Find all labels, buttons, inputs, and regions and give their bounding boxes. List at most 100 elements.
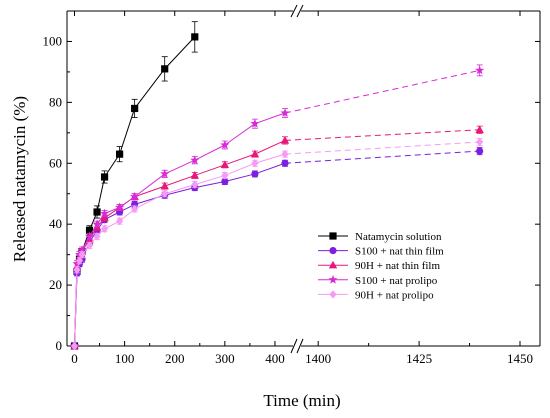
legend-label: 90H + nat prolipo bbox=[355, 289, 434, 301]
legend: Natamycin solution S100 + nat thin film 90… bbox=[318, 231, 444, 301]
axis-break-mark-top bbox=[290, 4, 298, 18]
series-line-segment bbox=[134, 194, 165, 205]
series-line-segment bbox=[119, 208, 135, 222]
data-point bbox=[221, 171, 229, 180]
y-tick-label: 60 bbox=[49, 155, 62, 170]
series-4 bbox=[70, 137, 484, 351]
data-point bbox=[75, 256, 84, 265]
y-tick-label: 80 bbox=[49, 94, 62, 109]
x-tick-label: 0 bbox=[71, 351, 78, 366]
x-tick-label: 1425 bbox=[406, 351, 432, 366]
data-point bbox=[73, 265, 81, 275]
series-line-segment bbox=[164, 184, 195, 195]
data-point bbox=[161, 65, 169, 73]
axis-break-gap-top bbox=[293, 6, 301, 16]
data-point bbox=[250, 118, 260, 128]
axis-break-mark-top bbox=[296, 4, 304, 18]
legend-marker bbox=[329, 232, 337, 240]
series-line-segment bbox=[164, 174, 195, 187]
x-tick-label: 1450 bbox=[507, 351, 533, 366]
legend-marker bbox=[329, 247, 337, 255]
data-point bbox=[92, 219, 102, 229]
data-point bbox=[116, 216, 124, 226]
series-line-segment bbox=[224, 153, 256, 166]
series-3 bbox=[69, 64, 485, 350]
series-0 bbox=[70, 21, 199, 350]
y-axis-title: Released natamycin (%) bbox=[10, 96, 29, 262]
data-point bbox=[281, 149, 289, 159]
data-point bbox=[78, 250, 86, 259]
data-point bbox=[85, 226, 94, 234]
data-point bbox=[85, 241, 94, 250]
series-line-segment bbox=[254, 139, 286, 155]
series-line-segment bbox=[224, 173, 256, 183]
x-axis-title: Time (min) bbox=[263, 391, 340, 410]
data-point bbox=[160, 181, 169, 190]
data-point bbox=[475, 125, 484, 133]
data-point bbox=[476, 137, 484, 147]
data-point bbox=[220, 160, 230, 168]
data-point bbox=[100, 173, 109, 181]
x-tick-label: 200 bbox=[165, 351, 185, 366]
series-line-segment bbox=[284, 129, 480, 141]
data-point bbox=[160, 169, 170, 178]
legend-label: 90H + nat thin film bbox=[355, 260, 440, 272]
x-tick-label: 1400 bbox=[305, 351, 331, 366]
data-point bbox=[70, 341, 79, 351]
y-tick-label: 100 bbox=[43, 33, 63, 48]
series-line-segment bbox=[134, 173, 166, 198]
axis-break-mark bbox=[296, 338, 304, 354]
data-point bbox=[131, 204, 139, 214]
series-line-segment bbox=[194, 174, 225, 186]
series-line-segment bbox=[134, 185, 165, 198]
data-point bbox=[476, 147, 484, 155]
data-point bbox=[72, 258, 82, 268]
series-line-segment bbox=[119, 108, 136, 155]
legend-label: S100 + nat prolipo bbox=[355, 275, 438, 287]
series-layer bbox=[69, 21, 485, 351]
data-point bbox=[475, 65, 485, 75]
data-point bbox=[84, 231, 95, 241]
data-point bbox=[130, 191, 140, 201]
data-point bbox=[93, 232, 101, 241]
x-tick-label: 400 bbox=[265, 351, 285, 366]
series-line-segment bbox=[194, 144, 226, 161]
series-line-segment bbox=[104, 153, 121, 178]
series-line-segment bbox=[284, 141, 480, 155]
series-line-segment bbox=[284, 69, 480, 114]
series-line-segment bbox=[194, 164, 226, 176]
y-tick-label: 20 bbox=[49, 277, 62, 292]
data-point bbox=[161, 189, 169, 198]
data-point bbox=[281, 159, 289, 167]
series-line-segment bbox=[164, 36, 196, 70]
axis-break-gap bbox=[293, 338, 301, 354]
data-point bbox=[251, 170, 259, 178]
data-point bbox=[93, 208, 101, 216]
series-line-segment bbox=[224, 162, 256, 176]
data-point bbox=[280, 136, 290, 144]
data-point bbox=[191, 180, 199, 189]
data-point bbox=[190, 155, 200, 165]
data-point bbox=[115, 202, 125, 212]
data-point bbox=[100, 224, 109, 233]
series-line-segment bbox=[134, 68, 166, 109]
data-point bbox=[116, 150, 124, 158]
data-point bbox=[100, 213, 109, 222]
data-point bbox=[100, 208, 110, 218]
legend-marker bbox=[328, 275, 338, 284]
series-line-segment bbox=[254, 112, 286, 125]
legend-label: S100 + nat thin film bbox=[355, 246, 444, 258]
series-line-segment bbox=[119, 196, 135, 208]
data-point bbox=[190, 171, 199, 179]
legend-marker bbox=[329, 290, 337, 299]
axis-break-mark bbox=[290, 338, 298, 354]
series-line-segment bbox=[284, 150, 480, 164]
y-tick-label: 40 bbox=[49, 216, 62, 231]
data-point bbox=[280, 108, 290, 117]
legend-label: Natamycin solution bbox=[355, 231, 442, 243]
series-line-segment bbox=[194, 181, 225, 189]
x-tick-label: 300 bbox=[215, 351, 235, 366]
series-line-segment bbox=[74, 269, 78, 347]
legend-marker bbox=[328, 260, 338, 269]
